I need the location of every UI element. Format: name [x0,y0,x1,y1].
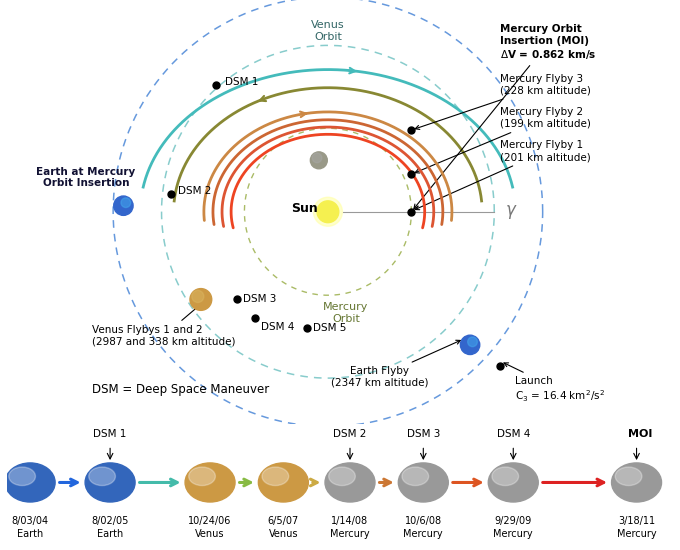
Circle shape [114,196,133,216]
Circle shape [310,152,327,169]
Text: Earth at Mercury
Orbit Insertion: Earth at Mercury Orbit Insertion [36,167,135,188]
Text: Mercury
Orbit: Mercury Orbit [324,302,369,324]
Text: DSM 3: DSM 3 [407,429,440,439]
Text: DSM 4: DSM 4 [261,322,294,332]
Text: MOI: MOI [628,429,652,439]
Ellipse shape [325,463,375,502]
Circle shape [317,201,339,223]
Text: Mercury Orbit
Insertion (MOI)
$\Delta$V = 0.862 km/s: Mercury Orbit Insertion (MOI) $\Delta$V … [414,24,597,208]
Text: DSM 3: DSM 3 [243,294,277,305]
Text: Earth: Earth [17,529,44,539]
Text: 6/5/07: 6/5/07 [268,515,299,526]
Ellipse shape [185,463,235,502]
Ellipse shape [189,467,216,486]
Ellipse shape [9,467,35,486]
Ellipse shape [85,463,135,502]
Ellipse shape [492,467,519,486]
Circle shape [312,153,322,163]
Ellipse shape [611,463,662,502]
Text: DSM 4: DSM 4 [496,429,530,439]
Text: Mercury Flyby 2
(199 km altitude): Mercury Flyby 2 (199 km altitude) [415,107,591,173]
Text: DSM = Deep Space Maneuver: DSM = Deep Space Maneuver [92,383,269,396]
Text: Launch
C$_3$ = 16.4 km$^2$/s$^2$: Launch C$_3$ = 16.4 km$^2$/s$^2$ [504,363,605,404]
Text: Earth: Earth [97,529,123,539]
Ellipse shape [615,467,642,486]
Text: 9/29/09: 9/29/09 [494,515,532,526]
Text: Venus
Orbit: Venus Orbit [311,20,345,42]
Ellipse shape [328,467,356,486]
Text: Mercury: Mercury [617,529,656,539]
Circle shape [468,337,477,346]
Text: 3/18/11: 3/18/11 [618,515,655,526]
Text: Venus: Venus [195,529,225,539]
Text: 8/03/04: 8/03/04 [12,515,49,526]
Text: DSM 1: DSM 1 [225,76,258,87]
Ellipse shape [258,463,308,502]
Ellipse shape [402,467,428,486]
Ellipse shape [398,463,448,502]
Text: Earth Flyby
(2347 km altitude): Earth Flyby (2347 km altitude) [330,340,460,388]
Circle shape [192,290,204,303]
Text: Mercury Flyby 3
(228 km altitude): Mercury Flyby 3 (228 km altitude) [415,74,591,129]
Text: Mercury Flyby 1
(201 km altitude): Mercury Flyby 1 (201 km altitude) [415,140,591,210]
Text: DSM 5: DSM 5 [313,323,346,333]
Text: Mercury: Mercury [330,529,370,539]
Text: $\gamma$: $\gamma$ [505,203,517,221]
Text: Venus Flybys 1 and 2
(2987 and 338 km altitude): Venus Flybys 1 and 2 (2987 and 338 km al… [92,299,235,346]
Text: Sun: Sun [292,202,318,214]
Circle shape [190,289,211,310]
Text: Venus: Venus [269,529,298,539]
Text: 10/24/06: 10/24/06 [188,515,232,526]
Ellipse shape [89,467,116,486]
Circle shape [121,198,131,207]
Text: Mercury: Mercury [494,529,533,539]
Text: DSM 1: DSM 1 [93,429,126,439]
Text: Mercury: Mercury [403,529,443,539]
Circle shape [460,335,480,355]
Text: 10/6/08: 10/6/08 [405,515,442,526]
Text: DSM 2: DSM 2 [178,185,211,196]
Ellipse shape [488,463,539,502]
Text: 1/14/08: 1/14/08 [331,515,369,526]
Text: DSM 2: DSM 2 [333,429,367,439]
Text: 8/02/05: 8/02/05 [91,515,129,526]
Circle shape [313,197,343,226]
Ellipse shape [5,463,55,502]
Ellipse shape [262,467,289,486]
